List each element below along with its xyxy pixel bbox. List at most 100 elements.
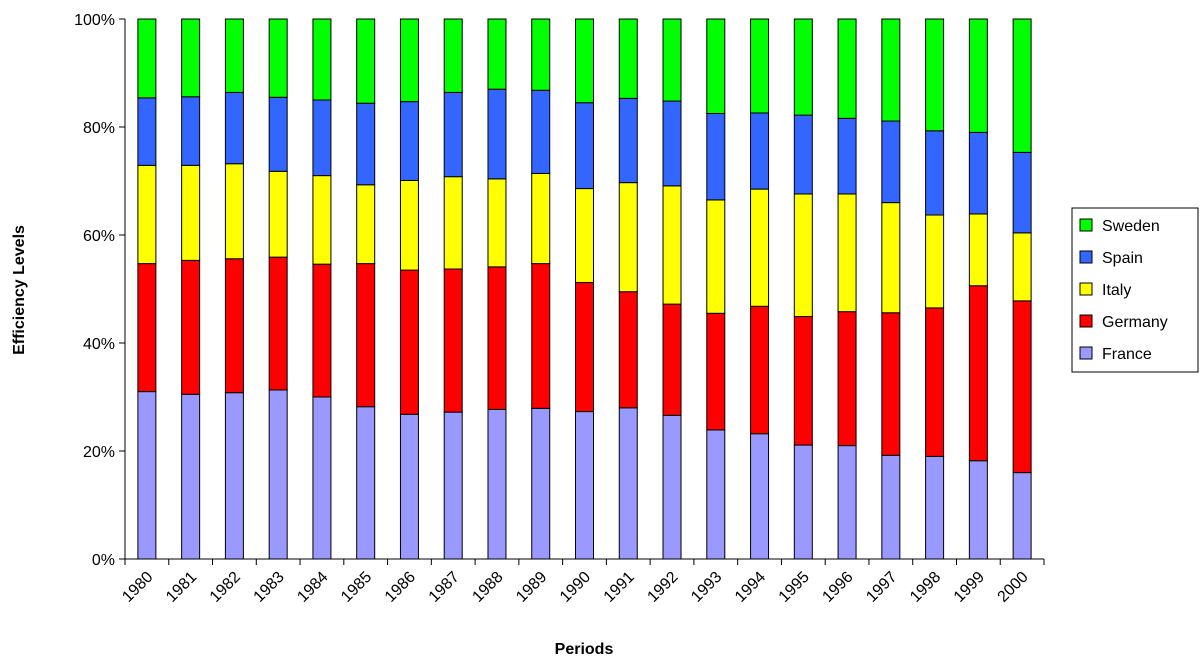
- bar-germany-1985: [356, 263, 376, 408]
- y-tick-label: 40%: [83, 336, 115, 353]
- x-tick-label-2000: 2000: [995, 569, 1032, 606]
- x-tick-label-1998: 1998: [907, 569, 944, 606]
- bar-italy-2000: [1012, 232, 1032, 302]
- y-axis-title: Efficiency Levels: [11, 225, 28, 355]
- bar-sweden-1981: [181, 18, 201, 98]
- bar-france-1996: [837, 445, 857, 560]
- bar-spain-1999: [968, 131, 988, 215]
- axes-layer: 0%20%40%60%80%100%1980 1981 1982 1983 1984 19…: [74, 12, 1045, 606]
- x-tick-label-1995: 1995: [776, 569, 813, 606]
- bar-germany-1992: [662, 303, 682, 416]
- x-tick-label-1989: 1989: [513, 569, 550, 606]
- bar-sweden-1995: [793, 18, 813, 116]
- bar-italy-1983: [268, 170, 288, 258]
- bar-spain-1997: [881, 120, 901, 204]
- bar-italy-1989: [531, 172, 551, 265]
- bar-spain-1998: [925, 130, 945, 216]
- bar-france-1982: [224, 392, 244, 560]
- bar-sweden-1987: [443, 18, 463, 93]
- bar-france-1999: [968, 460, 988, 560]
- bar-germany-1986: [399, 269, 419, 415]
- legend-swatch-france: [1079, 346, 1093, 360]
- bar-italy-1987: [443, 176, 463, 270]
- bar-spain-1994: [750, 112, 770, 190]
- x-tick-label-1999: 1999: [951, 569, 988, 606]
- bar-france-1991: [618, 407, 638, 560]
- x-tick-label-1993: 1993: [688, 569, 725, 606]
- x-tick-label-1996: 1996: [819, 569, 856, 606]
- bar-france-1992: [662, 414, 682, 560]
- legend-label-spain: Spain: [1102, 250, 1143, 267]
- legend-label-sweden: Sweden: [1102, 218, 1160, 235]
- bar-france-1995: [793, 444, 813, 560]
- bar-spain-1996: [837, 117, 857, 195]
- legend-swatch-italy: [1079, 282, 1093, 296]
- bar-italy-1984: [312, 175, 332, 265]
- bar-sweden-1982: [224, 18, 244, 93]
- bar-germany-1984: [312, 263, 332, 398]
- legend-swatch-germany: [1079, 314, 1093, 328]
- bar-sweden-1997: [881, 18, 901, 122]
- bar-germany-1998: [925, 307, 945, 457]
- bar-italy-1994: [750, 188, 770, 307]
- bar-spain-1982: [224, 91, 244, 165]
- bar-sweden-1998: [925, 18, 945, 132]
- bar-germany-1980: [137, 263, 157, 393]
- x-tick-label-1980: 1980: [119, 569, 156, 606]
- x-tick-label-1985: 1985: [338, 569, 375, 606]
- bar-france-1980: [137, 391, 157, 560]
- bars-layer: [137, 18, 1032, 560]
- bar-spain-1992: [662, 100, 682, 187]
- bar-spain-1980: [137, 97, 157, 166]
- bar-spain-1981: [181, 96, 201, 166]
- bar-italy-1999: [968, 213, 988, 287]
- y-tick-label: 0%: [92, 552, 115, 569]
- bar-italy-1991: [618, 182, 638, 293]
- bar-france-2000: [1012, 472, 1032, 560]
- x-tick-label-1984: 1984: [294, 569, 331, 606]
- y-tick-label: 80%: [83, 120, 115, 137]
- x-tick-label-1994: 1994: [732, 569, 769, 606]
- legend-label-france: France: [1102, 346, 1152, 363]
- bar-france-1985: [356, 406, 376, 560]
- bar-sweden-1996: [837, 18, 857, 119]
- bar-france-1990: [575, 411, 594, 560]
- bar-france-1989: [531, 407, 551, 560]
- legend-swatch-sweden: [1079, 218, 1093, 232]
- bar-italy-1986: [399, 179, 419, 271]
- bar-spain-1995: [793, 114, 813, 195]
- bar-spain-1984: [312, 99, 332, 177]
- legend-swatch-spain: [1079, 250, 1093, 264]
- bar-germany-1988: [487, 266, 507, 410]
- bar-spain-1986: [399, 101, 419, 181]
- bar-sweden-2000: [1012, 18, 1032, 153]
- bar-italy-1992: [662, 185, 682, 305]
- legend-box: [1071, 207, 1199, 373]
- bar-spain-1983: [268, 96, 288, 172]
- bar-germany-1981: [181, 259, 201, 395]
- bar-germany-1994: [750, 305, 770, 435]
- y-tick-label: 100%: [74, 12, 115, 29]
- bar-france-1988: [487, 408, 507, 560]
- bar-italy-1998: [925, 214, 945, 309]
- bar-spain-1991: [618, 97, 638, 184]
- bar-sweden-1999: [968, 18, 988, 133]
- x-tick-label-1987: 1987: [426, 569, 463, 606]
- bar-france-1993: [706, 429, 726, 560]
- x-tick-label-1981: 1981: [163, 569, 200, 606]
- bar-spain-2000: [1012, 151, 1032, 234]
- bar-france-1994: [750, 433, 770, 560]
- x-tick-label-1983: 1983: [251, 569, 288, 606]
- legend-label-germany: Germany: [1102, 314, 1168, 331]
- bar-spain-1990: [575, 102, 594, 190]
- bar-germany-1983: [268, 256, 288, 391]
- bar-italy-1990: [575, 188, 594, 284]
- y-tick-label: 60%: [83, 228, 115, 245]
- bar-sweden-1992: [662, 18, 682, 102]
- x-tick-label-1986: 1986: [382, 569, 419, 606]
- bar-sweden-1985: [356, 18, 376, 104]
- bar-germany-1989: [531, 263, 551, 409]
- bar-spain-1985: [356, 102, 376, 186]
- bar-sweden-1988: [487, 18, 507, 90]
